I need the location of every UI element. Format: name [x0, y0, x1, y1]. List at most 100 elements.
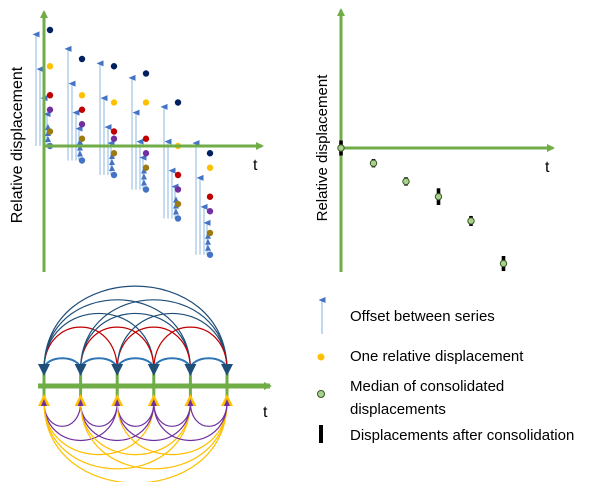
displacement-point — [46, 63, 54, 70]
legend: Offset between series One relative displ… — [317, 297, 574, 444]
offset-arrow-head — [45, 136, 51, 142]
median-point — [434, 192, 443, 201]
network-lower-arc — [43, 401, 155, 456]
network-upper-arc — [80, 326, 155, 371]
legend-label-displacement: One relative displacement — [350, 348, 524, 365]
displacement-point — [206, 150, 214, 157]
displacement-point — [78, 121, 86, 128]
displacement-point — [110, 135, 118, 142]
network-upper-arc — [80, 299, 228, 371]
legend-label-offset: Offset between series — [350, 308, 495, 325]
network-node-up-marker-inner — [41, 399, 47, 406]
displacement-point — [174, 215, 182, 222]
raw-displacement-panel: Relative displacement t — [9, 10, 264, 272]
offset-arrow-head — [77, 138, 83, 145]
network-nodes — [38, 364, 233, 406]
network-node-down-marker — [74, 364, 87, 376]
network-node-up-marker-inner — [114, 399, 121, 406]
displacement-point — [78, 55, 86, 63]
network-lower-arc — [80, 401, 155, 442]
legend-item-bar: Displacements after consolidation — [319, 425, 574, 444]
displacement-point — [142, 99, 150, 106]
network-upper-arc — [80, 313, 191, 371]
network-lower-arc — [43, 401, 228, 482]
displacement-point — [142, 164, 150, 171]
network-node-up-marker-inner — [77, 399, 84, 406]
network-upper-arc — [43, 299, 191, 371]
displacement-point — [142, 150, 150, 157]
legend-bar-icon — [319, 425, 323, 443]
displacement-point — [110, 99, 118, 106]
cons-x-label: t — [545, 159, 550, 176]
network-lower-arc — [43, 401, 118, 442]
consolidated-panel: Relative displacement t — [314, 8, 555, 272]
network-lower-arc — [153, 401, 228, 442]
legend-label-median-line2: displacements — [350, 401, 446, 418]
network-upper-arc — [116, 326, 191, 371]
raw-x-label: t — [253, 157, 258, 174]
network-arcs — [43, 285, 228, 482]
network-node-down-marker — [221, 364, 233, 376]
network-node-up-marker-inner — [187, 399, 194, 406]
offset-arrow-head — [141, 167, 147, 174]
network-lower-arc — [116, 401, 228, 456]
cons-y-label: Relative displacement — [314, 74, 331, 222]
consolidated-marks — [337, 140, 508, 272]
median-point — [337, 144, 345, 152]
network-node-down-marker — [147, 364, 160, 376]
offset-arrow-head — [77, 150, 83, 157]
net-x-label: t — [263, 404, 268, 421]
network-upper-arc — [116, 313, 228, 371]
offset-arrow-head — [109, 159, 115, 165]
displacement-point — [78, 157, 86, 164]
median-point — [467, 217, 475, 225]
network-node-down-marker — [111, 364, 124, 376]
offset-arrow-head — [109, 153, 115, 159]
network-node-up-marker-inner — [224, 399, 230, 406]
offset-arrow-head — [205, 244, 211, 251]
displacement-point — [206, 193, 214, 200]
network-upper-arc — [43, 313, 155, 371]
displacement-point — [110, 63, 118, 70]
network-upper-arc — [43, 285, 228, 371]
offset-arrow-head — [205, 232, 211, 239]
legend-median-icon — [317, 390, 325, 398]
raw-marks — [32, 26, 214, 258]
legend-label-median-line1: Median of consolidated — [350, 378, 504, 395]
median-point — [499, 259, 508, 268]
displacement-point — [78, 92, 86, 99]
displacement-point — [142, 135, 150, 142]
network-lower-arc — [80, 401, 228, 470]
offset-arrow-head — [109, 165, 115, 171]
displacement-point — [46, 106, 54, 113]
network-upper-arc — [43, 326, 118, 371]
displacement-point — [206, 164, 214, 171]
legend-item-displacement: One relative displacement — [317, 348, 524, 365]
displacement-point — [174, 186, 182, 193]
displacement-point — [78, 106, 86, 113]
network-lower-arc — [80, 401, 191, 456]
displacement-point — [206, 229, 214, 237]
displacement-point — [110, 128, 118, 135]
offset-arrow-head — [141, 173, 147, 180]
displacement-point — [78, 135, 86, 142]
legend-label-bar: Displacements after consolidation — [350, 427, 574, 444]
displacement-point — [174, 99, 182, 106]
displacement-point — [174, 200, 182, 208]
legend-dot-icon — [317, 353, 325, 361]
displacement-point — [46, 26, 54, 34]
network-node-down-marker — [38, 364, 50, 376]
displacement-point — [46, 128, 54, 135]
displacement-point — [174, 171, 182, 179]
median-point — [369, 159, 378, 167]
displacement-point — [110, 150, 118, 157]
network-node-up-marker-inner — [150, 399, 157, 406]
legend-item-median: Median of consolidated displacements — [317, 378, 504, 418]
raw-y-label: Relative displacement — [9, 66, 26, 223]
offset-arrow-head — [141, 179, 147, 186]
network-lower-arc — [189, 401, 228, 427]
median-point — [402, 177, 410, 186]
displacement-point — [206, 208, 214, 215]
displacement-point — [142, 70, 150, 77]
